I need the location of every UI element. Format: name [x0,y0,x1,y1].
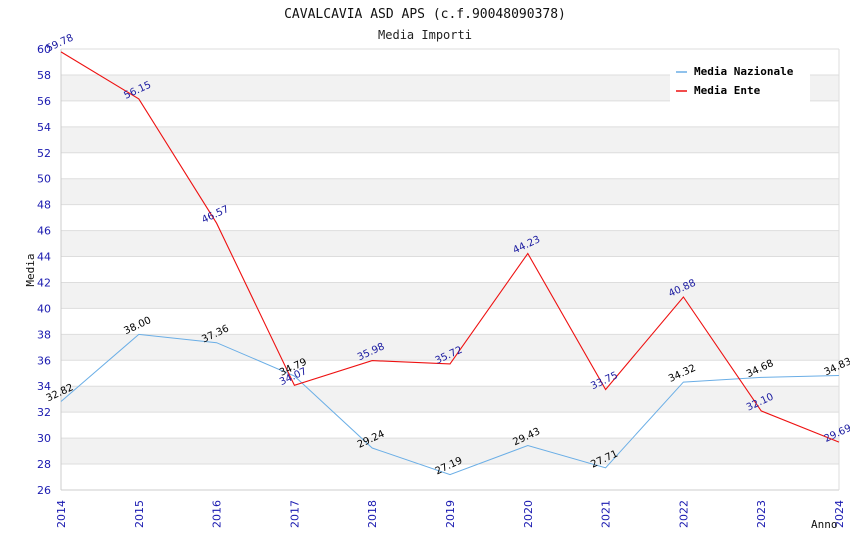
data-label: 38.00 [122,315,153,337]
series-line-media-nazionale [60,333,840,476]
x-tick-label: 2015 [133,500,146,528]
grid-band [61,178,839,205]
legend-label-media-ente: Media Ente [694,84,761,97]
x-axis-ticks: 2014 2015 2016 2017 2018 2019 2020 2021 2022 2023… [55,500,846,528]
x-tick-label: 2014 [55,500,68,528]
y-tick-label: 42 [37,276,51,289]
x-tick-label: 2024 [833,500,846,528]
x-tick-label: 2017 [288,500,301,528]
grid-band [61,282,839,309]
series-line-media-ente [60,51,840,443]
x-tick-label: 2021 [600,500,613,528]
data-label: 46.57 [200,204,231,226]
y-tick-label: 32 [37,406,51,419]
y-tick-label: 52 [37,147,51,160]
y-tick-label: 38 [37,328,51,341]
chart-subtitle: Media Importi [378,28,472,42]
plot-axes [60,49,840,491]
y-tick-label: 50 [37,173,51,186]
grid-band [61,438,839,465]
y-tick-label: 28 [37,458,51,471]
y-axis-ticks: 26 28 30 32 34 36 38 40 42 44 46 48 50 52 54 56 58 60 [37,43,51,497]
y-tick-label: 54 [37,121,51,134]
x-tick-label: 2023 [755,500,768,528]
x-tick-label: 2018 [366,500,379,528]
legend-label-media-nazionale: Media Nazionale [694,65,794,78]
y-tick-label: 46 [37,225,51,238]
legend: Media Nazionale Media Ente [670,60,810,102]
grid-band [61,126,839,153]
series-lines [60,51,840,476]
legend-box [670,60,810,102]
grid-band [61,230,839,257]
plot-bands [61,74,839,465]
x-axis-label: Anno [811,518,838,531]
chart-title: CAVALCAVIA ASD APS (c.f.90048090378) [284,7,566,22]
y-tick-label: 36 [37,354,51,367]
y-tick-label: 60 [37,43,51,56]
grid-band [61,334,839,361]
y-tick-label: 30 [37,432,51,445]
x-tick-label: 2016 [211,500,224,528]
y-tick-label: 26 [37,484,51,497]
plot-grid [61,48,839,491]
y-tick-label: 34 [37,380,51,393]
grid-band [61,386,839,413]
y-tick-label: 58 [37,69,51,82]
y-tick-label: 44 [37,251,51,264]
y-tick-label: 48 [37,199,51,212]
data-label: 59.78 [45,33,76,55]
x-tick-label: 2020 [522,500,535,528]
x-tick-label: 2022 [677,500,690,528]
y-axis-label: Media [24,253,37,286]
y-tick-label: 56 [37,95,51,108]
x-tick-label: 2019 [444,500,457,528]
y-tick-label: 40 [37,302,51,315]
